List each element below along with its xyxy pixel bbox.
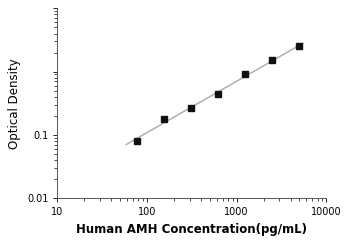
X-axis label: Human AMH Concentration(pg/mL): Human AMH Concentration(pg/mL) xyxy=(76,223,307,236)
Y-axis label: Optical Density: Optical Density xyxy=(8,58,21,149)
